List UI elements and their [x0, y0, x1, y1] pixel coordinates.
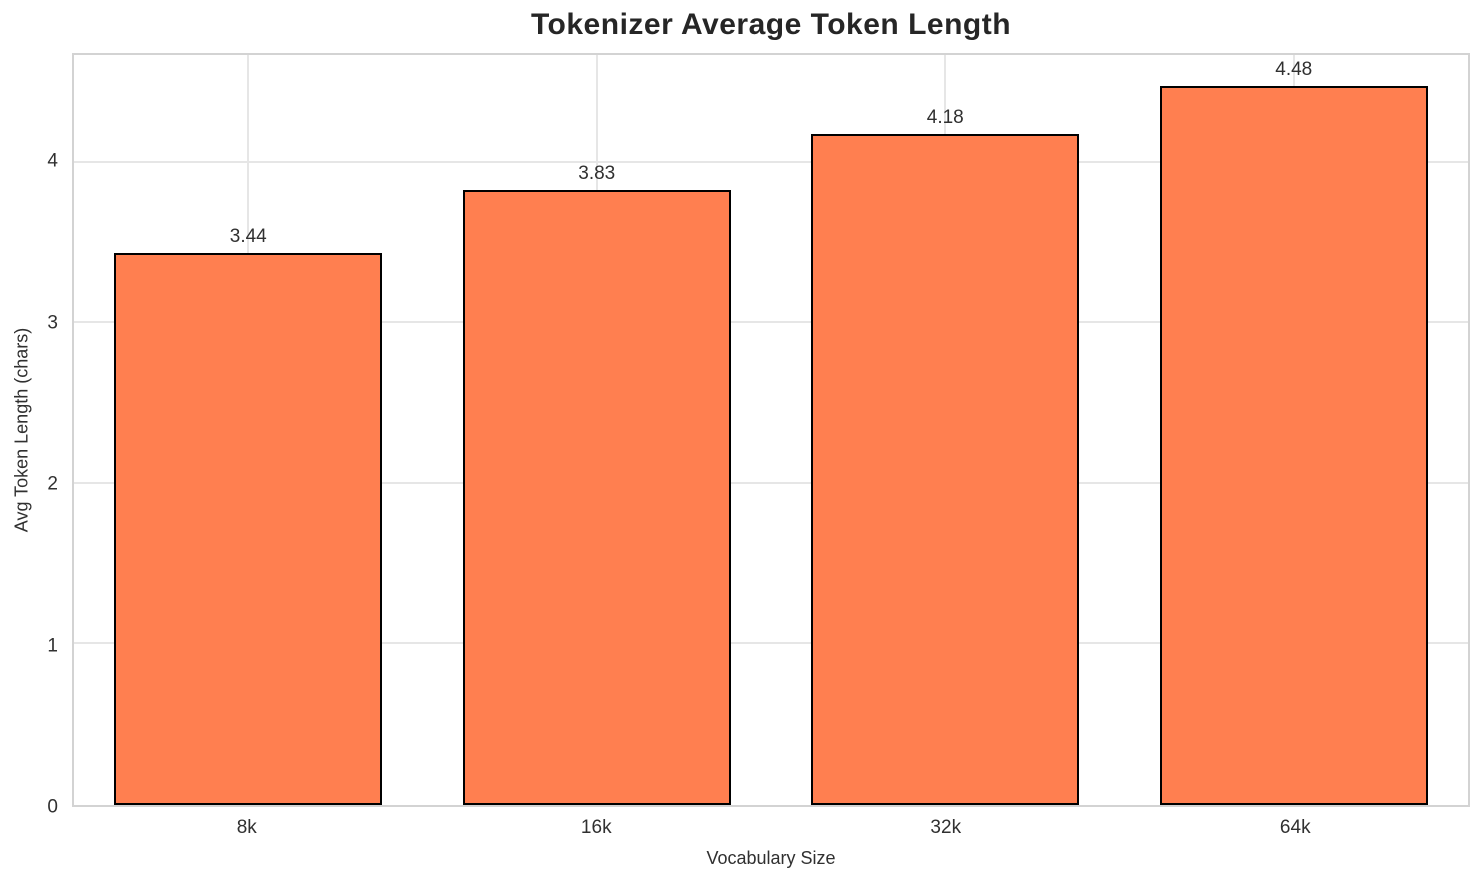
y-axis-ticks: 0 1 2 3 4	[0, 53, 58, 817]
y-tick-label: 2	[47, 473, 58, 495]
gridline-horizontal	[74, 321, 1468, 324]
x-tick-label: 32k	[930, 817, 962, 838]
bar-value-label: 3.44	[229, 225, 267, 247]
bar-8k: 3.44	[114, 226, 383, 805]
bar-value-label: 4.18	[926, 106, 964, 128]
y-tick-label: 3	[47, 312, 58, 334]
bar-value-label: 3.83	[578, 162, 616, 184]
bar-64k: 4.48	[1159, 59, 1428, 805]
x-axis-label: Vocabulary Size	[706, 848, 836, 868]
x-tick-label: 64k	[1279, 817, 1311, 838]
gridline-horizontal	[74, 642, 1468, 645]
y-tick-label: 1	[47, 635, 58, 657]
plot-area: 3.44 3.83 4.18 4.48	[72, 53, 1470, 807]
x-tick-label: 16k	[580, 817, 612, 838]
bar-value-label: 4.48	[1275, 58, 1313, 80]
bar-slot: 4.18	[771, 55, 1120, 805]
y-tick-label: 4	[47, 150, 58, 172]
bar-32k: 4.18	[811, 107, 1080, 805]
bar-slot: 4.48	[1120, 55, 1469, 805]
chart-title: Tokenizer Average Token Length	[530, 8, 1012, 41]
bar-slot: 3.44	[74, 55, 423, 805]
x-axis-ticks: 8k 16k 32k 64k	[72, 817, 1470, 843]
gridline-horizontal	[74, 481, 1468, 484]
y-tick-label: 0	[47, 796, 58, 818]
bar-16k: 3.83	[462, 163, 731, 805]
gridline-horizontal	[74, 160, 1468, 163]
bar-slot: 3.83	[423, 55, 772, 805]
x-tick-label: 8k	[236, 817, 257, 838]
